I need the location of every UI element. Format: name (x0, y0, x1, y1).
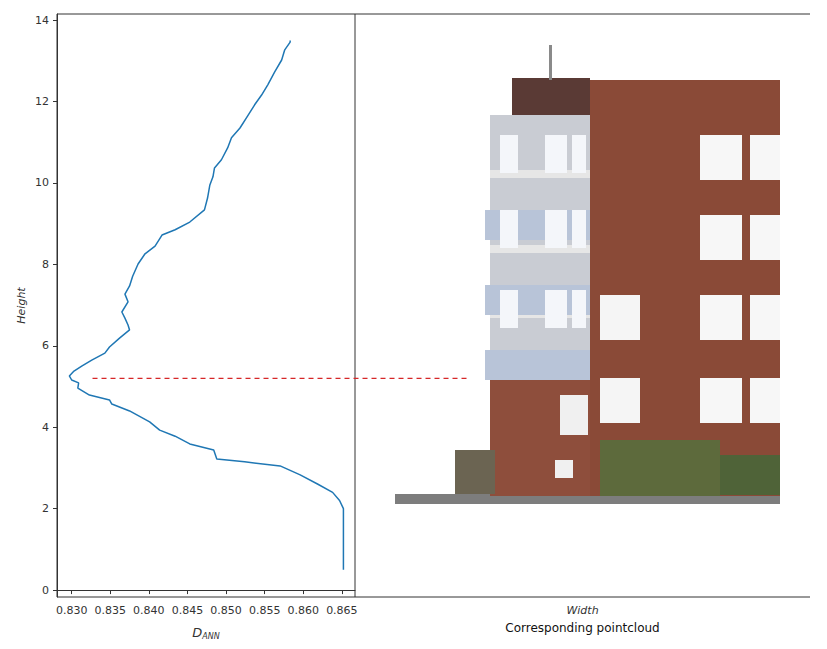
svg-text:6: 6 (42, 339, 49, 352)
svg-text:14: 14 (35, 14, 49, 27)
svg-text:0.850: 0.850 (210, 604, 242, 617)
svg-text:0.860: 0.860 (288, 604, 320, 617)
svg-text:0.835: 0.835 (95, 604, 127, 617)
svg-text:Corresponding pointcloud: Corresponding pointcloud (505, 621, 659, 635)
svg-text:0.855: 0.855 (249, 604, 281, 617)
svg-text:12: 12 (35, 95, 49, 108)
svg-text:0: 0 (42, 584, 49, 597)
svg-text:10: 10 (35, 176, 49, 189)
svg-text:0.845: 0.845 (172, 604, 204, 617)
svg-text:Height: Height (15, 287, 28, 324)
svg-text:8: 8 (42, 258, 49, 271)
svg-text:0.830: 0.830 (56, 604, 88, 617)
svg-text:ANN: ANN (201, 632, 219, 641)
svg-text:2: 2 (42, 502, 49, 515)
svg-text:0.865: 0.865 (326, 604, 358, 617)
svg-text:4: 4 (42, 421, 49, 434)
svg-text:0.840: 0.840 (133, 604, 165, 617)
svg-text:D: D (192, 625, 202, 640)
svg-text:Width: Width (566, 604, 598, 617)
